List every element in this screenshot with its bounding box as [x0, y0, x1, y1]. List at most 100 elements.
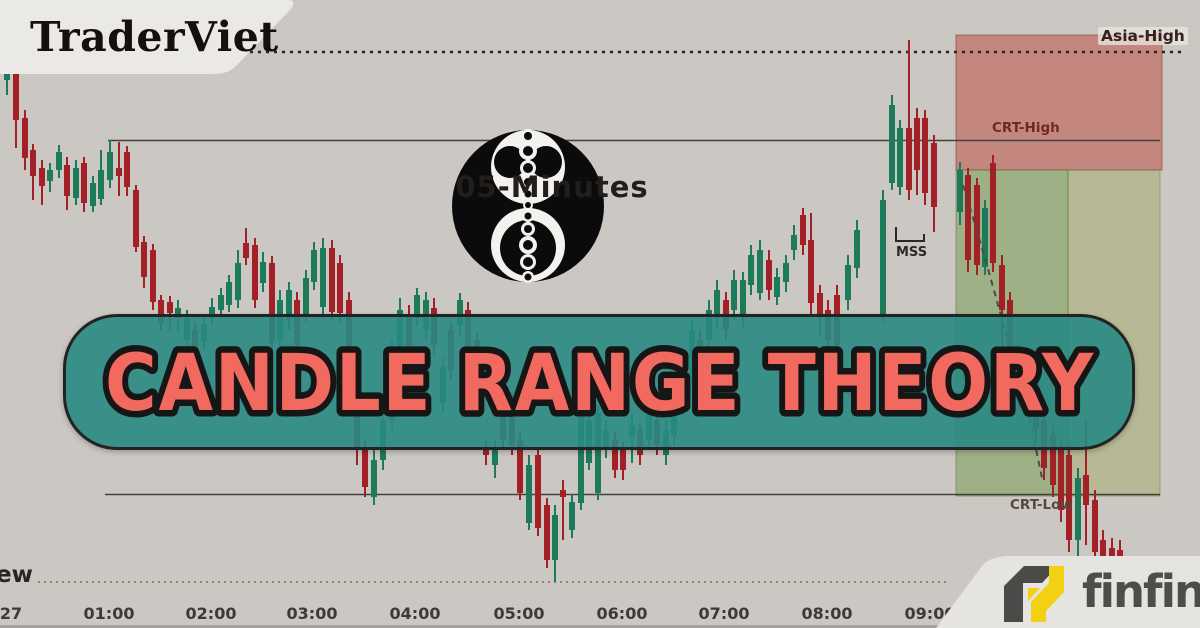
partial-word: ew [0, 562, 33, 588]
candle-body [1100, 540, 1106, 557]
candle-body [260, 262, 266, 283]
candle-body [791, 235, 797, 250]
candle-body [808, 240, 814, 303]
candle-body [1117, 550, 1123, 562]
candle-body [535, 455, 541, 528]
candle-body [526, 465, 532, 523]
candle-body [116, 168, 122, 176]
candle-body [914, 118, 920, 170]
candle-body [880, 200, 886, 317]
candle-body [999, 265, 1005, 310]
candle-body [218, 295, 224, 310]
candle-body [483, 447, 489, 455]
candle-body [457, 300, 463, 325]
candle-body [1083, 475, 1089, 505]
candle-body [845, 265, 851, 300]
candle-body [544, 505, 550, 560]
candle-body [552, 515, 558, 560]
asia-high-label: Asia-High [1098, 27, 1188, 45]
candle-body [517, 440, 523, 493]
candle-body [235, 263, 241, 300]
time-label: 09:00 [904, 604, 956, 623]
time-label: 01:00 [83, 604, 135, 623]
candle-body [889, 105, 895, 183]
candle-body [1092, 500, 1098, 552]
candle-body [1109, 548, 1115, 560]
candle-body [414, 295, 420, 318]
candle-body [492, 448, 498, 465]
candle-body [158, 300, 164, 323]
candle-body [897, 128, 903, 187]
candle-body [329, 248, 335, 312]
time-label: 04:00 [389, 604, 441, 623]
candle-body [757, 250, 763, 293]
candle-body [209, 307, 215, 318]
candle-body [957, 170, 963, 212]
candle-body [320, 248, 326, 307]
candle-body [569, 502, 575, 530]
candle-body [73, 168, 79, 198]
candle-body [98, 170, 104, 199]
candle-body [133, 190, 139, 247]
candle-body [748, 255, 754, 285]
candle-body [311, 250, 317, 282]
candle-body [4, 62, 10, 80]
time-label: 03:00 [286, 604, 338, 623]
candle-body [740, 280, 746, 317]
candle-body [47, 170, 53, 181]
candle-body [578, 413, 584, 503]
candle-body [175, 308, 181, 318]
candle-body [269, 263, 275, 343]
candle-body [252, 245, 258, 300]
time-label: 06:00 [596, 604, 648, 623]
candle-body [167, 302, 173, 313]
logo-chain [519, 129, 537, 283]
candle-body [141, 242, 147, 277]
time-axis: 27 01:00 02:00 03:00 04:00 05:00 06:00 07:00 08:… [0, 604, 1200, 628]
candle-body [774, 277, 780, 297]
candle-body [90, 183, 96, 206]
candle-body [371, 460, 377, 497]
candle-body [1050, 435, 1056, 485]
candle-body [595, 413, 601, 493]
candle-body [854, 230, 860, 268]
title-banner [63, 314, 1135, 450]
candle-body [1075, 478, 1081, 540]
candle-body [965, 175, 971, 260]
candle-body [64, 165, 70, 196]
traderviet-brand: TraderViet [30, 13, 279, 61]
fractal-logo [452, 129, 604, 283]
candle-body [800, 215, 806, 245]
candle-body [1058, 450, 1064, 510]
crt-low-label: CRT-Low [1010, 497, 1073, 513]
candle-body [766, 260, 772, 290]
candle-body [931, 143, 937, 207]
bottom-edge-strip [0, 625, 1200, 628]
candle-body [150, 250, 156, 302]
time-label: 02:00 [185, 604, 237, 623]
timeframe-watermark: 05-Minutes [455, 170, 649, 204]
candle-body [817, 293, 823, 317]
candle-body [1066, 455, 1072, 540]
candle-body [560, 490, 566, 497]
time-label: 08:00 [801, 604, 853, 623]
mss-label: MSS [896, 245, 928, 260]
time-label: 05:00 [493, 604, 545, 623]
candle-body [107, 152, 113, 180]
candle-body [922, 118, 928, 193]
candle-body [362, 447, 368, 487]
candle-body [22, 118, 28, 158]
asia-range-box [955, 34, 1163, 171]
finfin-brand: finfin [1082, 565, 1200, 618]
candle-body [620, 450, 626, 470]
candle-body [714, 290, 720, 318]
time-label: 07:00 [698, 604, 750, 623]
candle-body [30, 150, 36, 176]
candle-body [974, 185, 980, 265]
candle-body [612, 440, 618, 470]
candle-body [286, 290, 292, 320]
candle-body [303, 278, 309, 315]
candle-body [243, 243, 249, 258]
candle-body [39, 168, 45, 186]
candle-body [990, 163, 996, 263]
